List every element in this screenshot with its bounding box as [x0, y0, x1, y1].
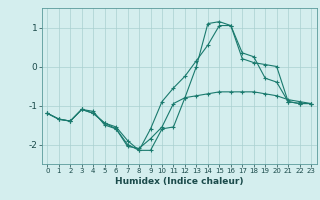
X-axis label: Humidex (Indice chaleur): Humidex (Indice chaleur) — [115, 177, 244, 186]
